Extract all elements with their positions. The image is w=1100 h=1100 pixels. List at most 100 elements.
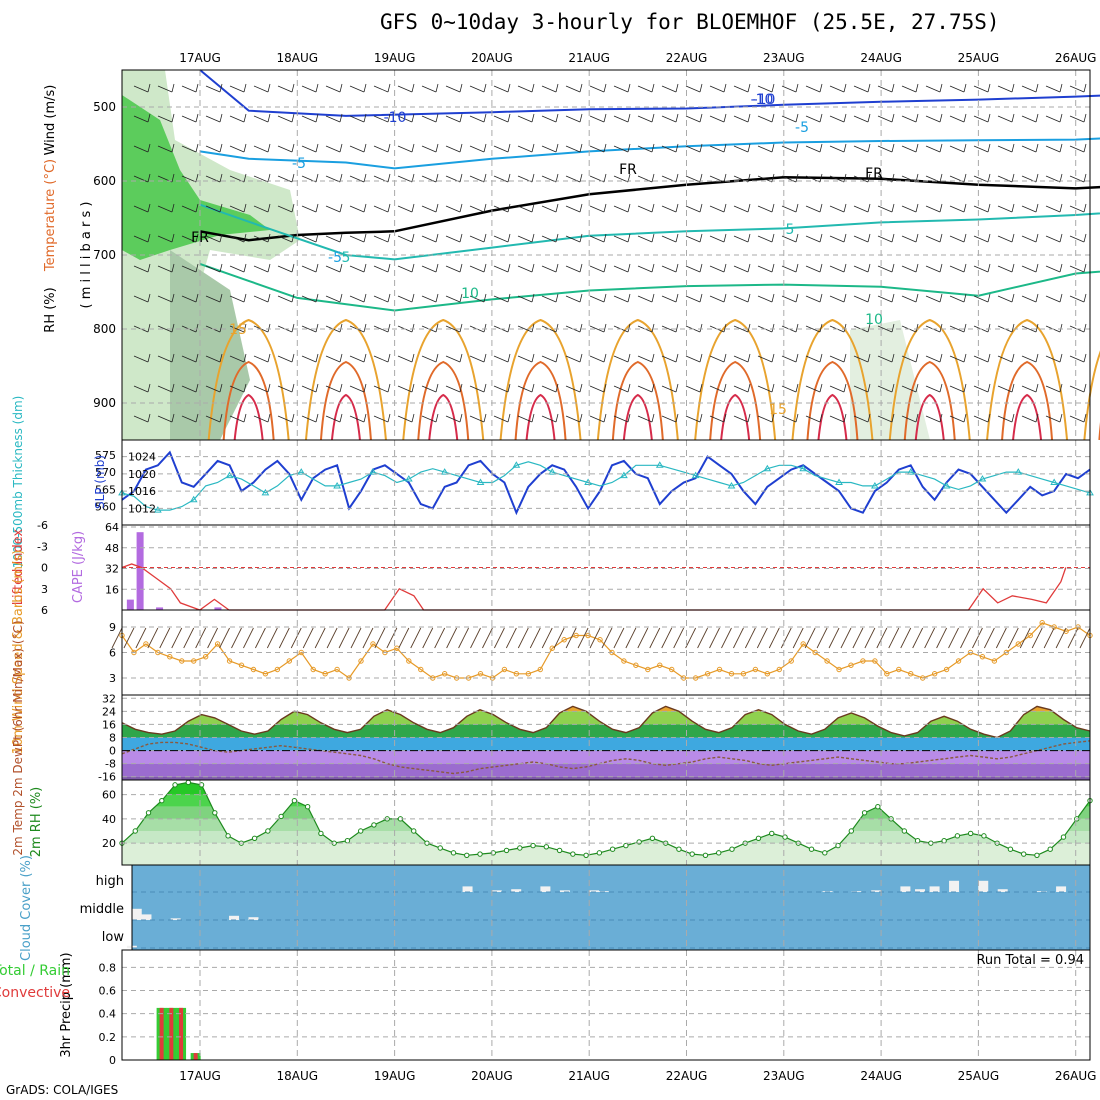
wind-barb bbox=[565, 355, 581, 363]
wind-barb-flag bbox=[555, 323, 559, 333]
wind-barb bbox=[613, 627, 625, 649]
wind-speed-marker bbox=[286, 658, 293, 664]
wind-barb-flag bbox=[771, 383, 775, 393]
wind-barb bbox=[901, 205, 917, 213]
wind-barb bbox=[541, 85, 557, 93]
thickness-marker bbox=[1014, 468, 1023, 475]
wind-barb-flag bbox=[483, 233, 487, 243]
wind-barb-flag bbox=[339, 113, 343, 123]
wind-barb bbox=[1021, 385, 1037, 393]
wind-barb-flag bbox=[171, 143, 175, 153]
rh-tick-label: 20 bbox=[102, 837, 116, 850]
wind-barb-flag bbox=[1083, 323, 1087, 333]
wind-barb bbox=[877, 385, 893, 393]
wind-barb-flag bbox=[1011, 263, 1015, 273]
wind-barb-flag bbox=[195, 263, 199, 273]
wind-barb bbox=[853, 265, 869, 273]
wind-barb-flag bbox=[723, 383, 727, 393]
wind-barb bbox=[373, 115, 389, 123]
date-label-top: 21AUG bbox=[568, 51, 610, 65]
wind-barb bbox=[877, 85, 893, 93]
wind-barb bbox=[925, 205, 941, 213]
thickness-marker bbox=[906, 468, 915, 475]
wind-barb-flag bbox=[315, 293, 319, 303]
wind-barb-flag bbox=[147, 233, 151, 243]
wind-barb bbox=[757, 415, 773, 423]
wind-barb bbox=[373, 265, 389, 273]
wind-barb-flag bbox=[1035, 353, 1039, 363]
warm-contour-inner bbox=[222, 360, 275, 441]
wind-barb bbox=[949, 355, 965, 363]
wind-barb bbox=[301, 295, 317, 303]
temp-band-group bbox=[122, 706, 1090, 780]
wind-barb bbox=[949, 85, 965, 93]
wind-barb-flag bbox=[147, 143, 151, 153]
wind-barb bbox=[397, 115, 413, 123]
wind-barb bbox=[373, 325, 389, 333]
wind-barb bbox=[181, 175, 197, 183]
wind-barb bbox=[661, 385, 677, 393]
wind-barb bbox=[302, 627, 314, 649]
wind-barb-flag bbox=[843, 83, 847, 93]
warm-contour-inner bbox=[709, 360, 762, 441]
lifted-index-line bbox=[121, 563, 1067, 611]
wind-barb bbox=[326, 627, 338, 649]
rh-marker bbox=[212, 810, 218, 816]
wind-barb-flag bbox=[987, 413, 991, 423]
wind-barb-flag bbox=[1083, 413, 1087, 423]
cloud-axis-label: Cloud Cover (%) bbox=[19, 855, 34, 961]
wind-speed-marker bbox=[955, 658, 962, 664]
wind-barb-flag bbox=[219, 353, 223, 363]
wind-barb-flag bbox=[579, 383, 583, 393]
wind-barb bbox=[205, 385, 221, 393]
wind-barb bbox=[410, 627, 422, 649]
thickness-marker bbox=[476, 478, 485, 485]
wind-barb bbox=[949, 265, 965, 273]
wind-barb bbox=[925, 415, 941, 423]
wind-barb-flag bbox=[771, 293, 775, 303]
rh-tick-label: 40 bbox=[102, 813, 116, 826]
wind-barb bbox=[445, 355, 461, 363]
wind-speed-marker bbox=[848, 662, 854, 668]
wind-barb-flag bbox=[531, 353, 535, 363]
wind-barb bbox=[421, 145, 437, 153]
wind-barb bbox=[721, 627, 732, 649]
wind-barb-flag bbox=[363, 353, 367, 363]
wind-barb bbox=[253, 205, 269, 213]
wind-barb bbox=[181, 355, 197, 363]
wind-barb bbox=[277, 85, 293, 93]
wind-barb-flag bbox=[627, 413, 631, 423]
wind-barb-flag bbox=[195, 353, 199, 363]
wind-barb-flag bbox=[891, 83, 895, 93]
wind-barb-flag bbox=[915, 83, 919, 93]
wind-barb-flag bbox=[291, 323, 295, 333]
wind-barb-flag bbox=[219, 263, 223, 273]
temp-tick-label: 8 bbox=[109, 732, 116, 745]
wind-barb-flag bbox=[843, 293, 847, 303]
wind-barb bbox=[900, 627, 912, 649]
date-label-top: 26AUG bbox=[1055, 51, 1097, 65]
wind-barb bbox=[925, 115, 941, 123]
wind-speed-marker bbox=[931, 671, 938, 677]
warm-contour bbox=[596, 318, 679, 441]
wind-barb-flag bbox=[795, 263, 799, 273]
wind-barb bbox=[709, 175, 725, 183]
contour-label: 5 bbox=[342, 250, 351, 266]
rh-marker bbox=[437, 845, 443, 851]
wind-speed-marker bbox=[836, 666, 842, 673]
wind-barb bbox=[816, 627, 828, 649]
wind-barb bbox=[853, 85, 869, 93]
wind-barb bbox=[541, 115, 557, 123]
wind-barb bbox=[517, 627, 529, 649]
wind-barb-flag bbox=[819, 143, 823, 153]
wind-barb bbox=[517, 115, 533, 123]
warm-contour-inner bbox=[611, 360, 664, 441]
thickness-marker bbox=[369, 468, 377, 475]
wind-barb bbox=[493, 265, 509, 273]
wind-barb bbox=[253, 355, 269, 363]
wind-barb bbox=[805, 115, 821, 123]
wind-barb bbox=[637, 85, 653, 93]
wind-barb bbox=[469, 85, 485, 93]
wind-barb-flag bbox=[939, 173, 943, 183]
wind-barb bbox=[876, 627, 888, 649]
